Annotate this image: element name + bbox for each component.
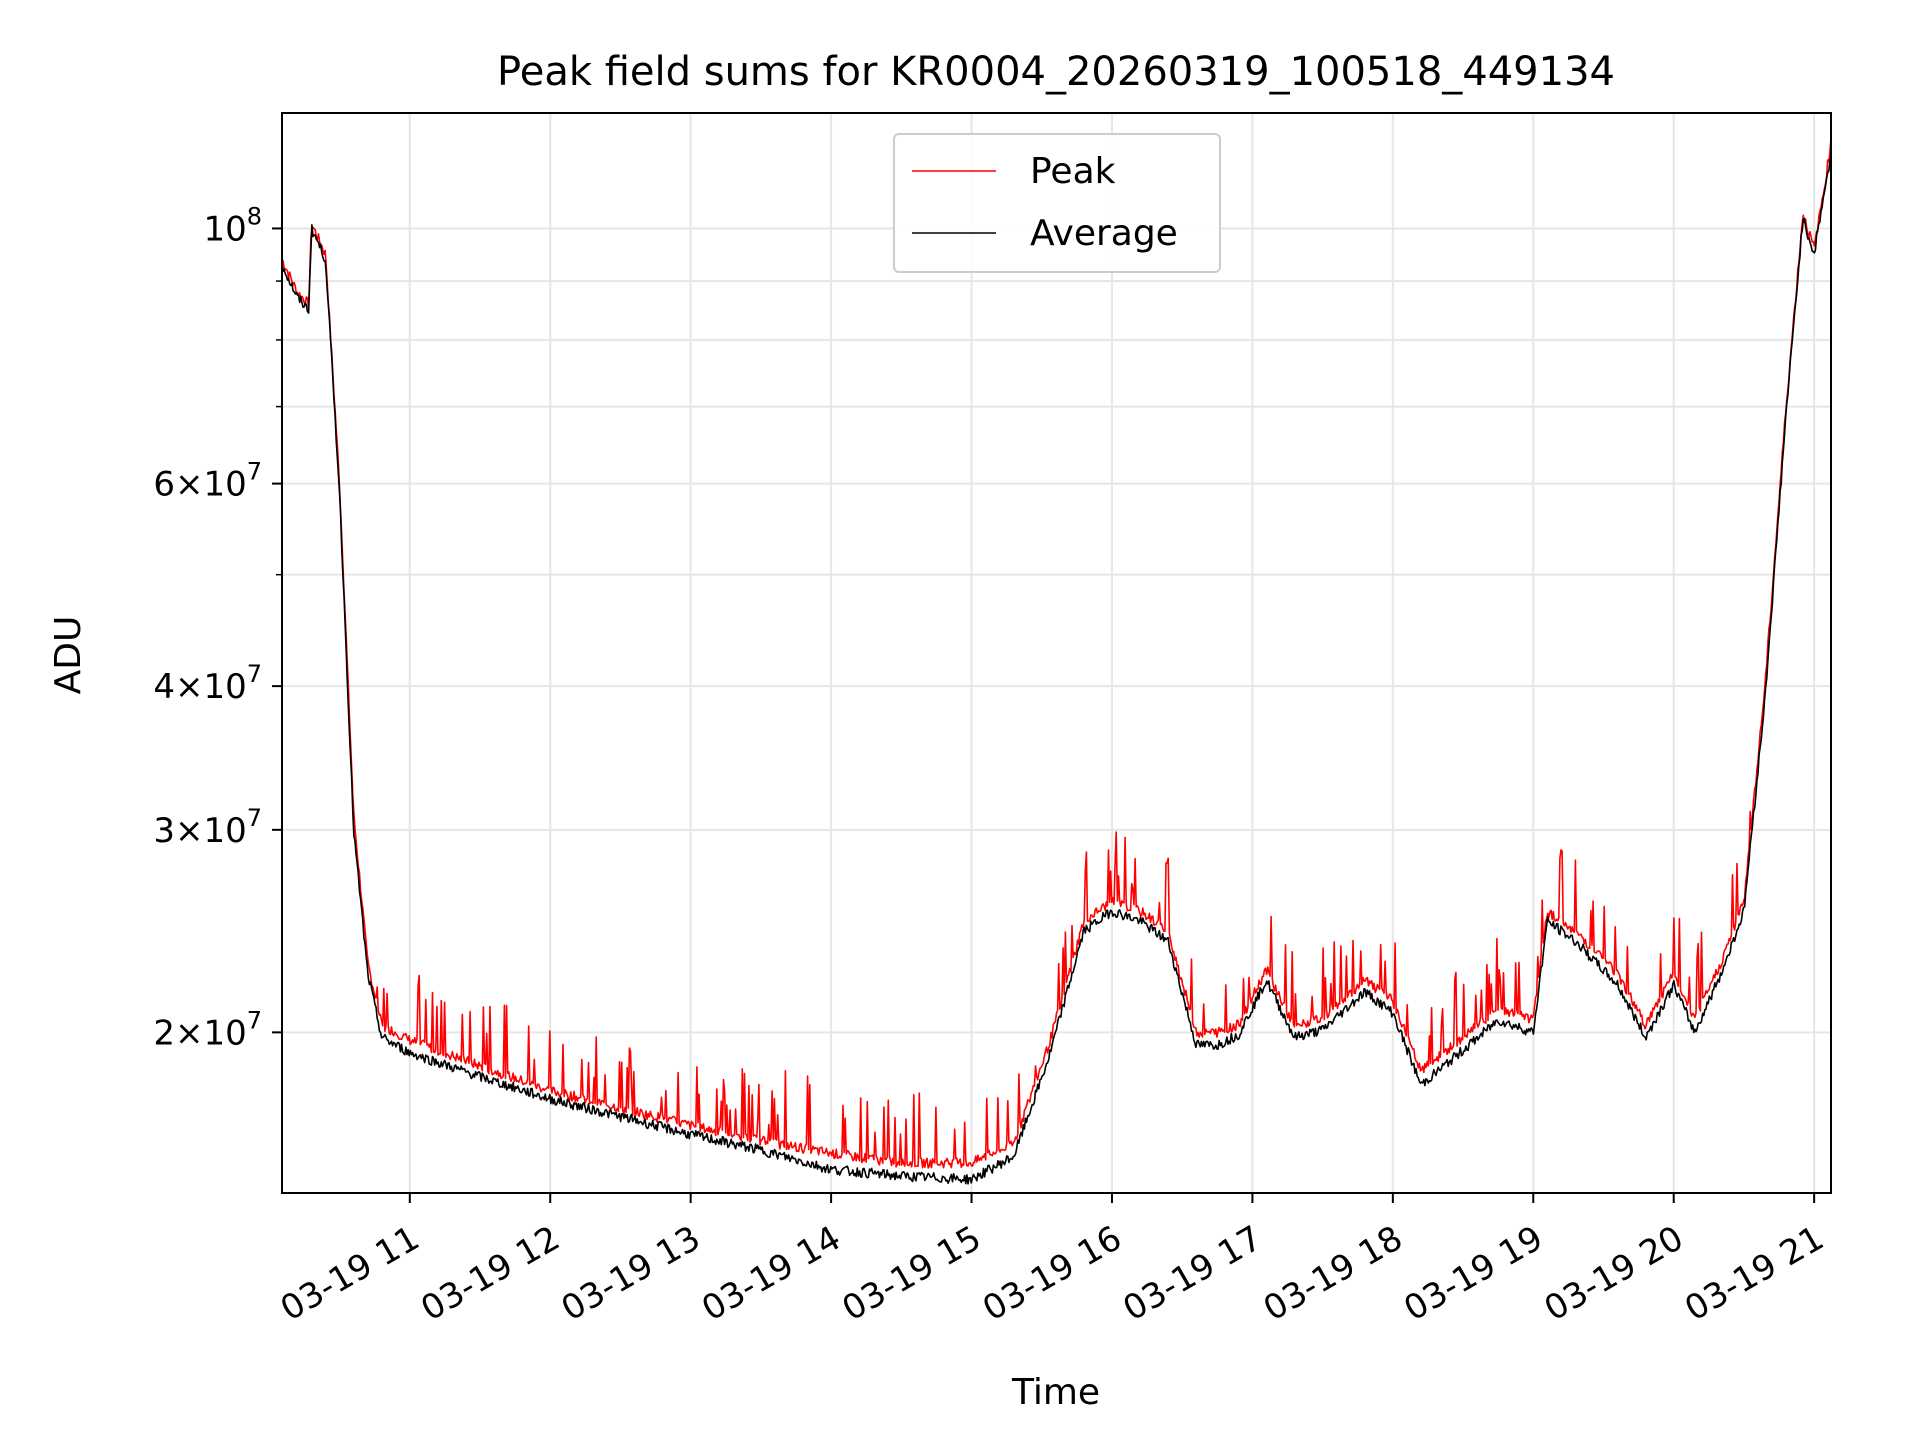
y-axis-label: ADU [48, 616, 89, 695]
grid [282, 113, 1831, 1193]
y-tick-label: 4×107 [153, 660, 262, 707]
y-tick-label: 6×107 [153, 458, 262, 505]
legend-average-label: Average [1030, 213, 1178, 254]
y-tick-label: 2×107 [153, 1006, 262, 1053]
legend: Peak Average [893, 133, 1221, 273]
y-tick-label: 108 [203, 202, 262, 249]
series-line-peak [281, 137, 1832, 1169]
legend-box [893, 133, 1221, 273]
chart-title: Peak field sums for KR0004_20260319_1005… [497, 49, 1615, 95]
axes-frame [281, 112, 1832, 1194]
y-tick-label: 3×107 [153, 804, 262, 851]
legend-peak-label: Peak [1030, 151, 1116, 192]
series-line-average [281, 155, 1832, 1185]
x-axis-label: Time [1011, 1372, 1100, 1413]
plot-area [281, 137, 1832, 1185]
